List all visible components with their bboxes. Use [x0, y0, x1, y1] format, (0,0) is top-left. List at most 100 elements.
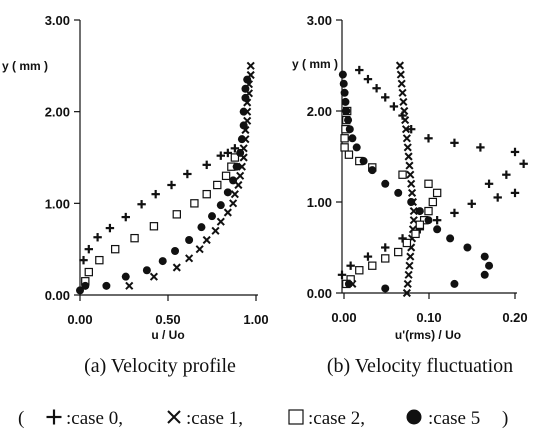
data-point-case1-b: [396, 70, 405, 79]
data-point-case2: [381, 254, 390, 263]
data-point-case2-box: [344, 150, 354, 159]
data-point-case0: [202, 160, 211, 170]
data-point-case5-dot: [344, 116, 353, 125]
legend-marker-case5: [406, 409, 422, 425]
data-point-case2: [221, 171, 231, 181]
data-point-case0: [381, 243, 390, 252]
data-point-case5: [229, 176, 238, 185]
legend: ( :case 0,:case 1,:case 2,:case 5 ): [18, 408, 508, 429]
data-point-case1-b: [229, 199, 238, 208]
legend-label-case1: :case 1,: [186, 408, 243, 429]
data-point-case2: [110, 244, 120, 254]
legend-item-case1: :case 1,: [167, 408, 243, 429]
data-point-case0: [424, 134, 433, 143]
data-point-case5-dot: [241, 93, 250, 102]
data-point-case1-b: [223, 208, 232, 217]
series-case5: [338, 70, 494, 293]
data-point-case2-box: [110, 244, 120, 254]
data-point-case0: [337, 270, 347, 279]
data-point-case5-dot: [485, 261, 494, 270]
data-point-case2: [368, 261, 377, 270]
data-point-case5: [345, 125, 354, 134]
data-point-case2: [355, 266, 364, 275]
data-point-case0: [363, 252, 373, 261]
data-point-case5-dot: [229, 176, 238, 185]
data-point-case2-box: [411, 229, 420, 239]
data-point-case2-box: [130, 233, 139, 243]
data-point-case2-box: [340, 134, 349, 143]
data-point-case2: [230, 153, 240, 162]
series-case1: [125, 61, 255, 290]
data-point-case5: [341, 97, 350, 106]
data-point-case1-b: [402, 134, 411, 143]
data-point-case1-b: [395, 61, 405, 70]
data-point-case2: [95, 255, 104, 265]
data-point-case1: [395, 61, 405, 70]
data-point-case1-b: [405, 261, 414, 270]
data-point-case5-dot: [208, 212, 216, 221]
data-point-case5-dot: [237, 135, 246, 144]
panel-a-caption: (a) Velocity profile: [84, 355, 236, 377]
data-point-case5: [121, 272, 130, 281]
data-point-case0: [407, 125, 416, 134]
data-point-case5: [368, 166, 377, 175]
data-point-case1: [406, 252, 415, 261]
data-point-case1-b: [408, 225, 417, 234]
data-point-case1: [405, 161, 414, 170]
data-point-case0: [355, 65, 364, 75]
data-point-case5: [344, 279, 353, 288]
data-point-case0: [484, 179, 494, 188]
panel-a-ticks: 0.00 1.00 2.00 3.00 0.00 0.50 1.00: [45, 13, 269, 327]
data-point-case0: [432, 216, 442, 225]
data-point-case5: [407, 198, 416, 206]
data-point-case1: [223, 208, 232, 217]
data-point-case2-box: [221, 171, 231, 181]
data-point-case1: [406, 170, 415, 179]
data-point-case1: [407, 188, 417, 197]
data-point-case5-dot: [424, 216, 433, 225]
series-case0: [337, 65, 528, 279]
legend-item-case0: :case 0,: [46, 408, 123, 429]
legend-marker-case2: [288, 409, 304, 425]
y-tick-label: 1.00: [307, 195, 332, 210]
data-point-case5: [424, 216, 433, 225]
data-point-case0: [450, 138, 459, 148]
legend-close-paren: ): [502, 408, 508, 429]
data-point-case5-dot: [239, 107, 248, 116]
data-point-case1-b: [230, 190, 239, 199]
data-point-case1-b: [402, 288, 411, 298]
data-point-case1: [404, 152, 413, 161]
data-point-case0: [223, 148, 233, 158]
data-point-case5-dot: [236, 148, 245, 157]
data-point-case5-dot: [121, 272, 130, 281]
series-case0: [79, 144, 240, 265]
data-point-case2-box: [84, 267, 93, 277]
data-point-case1: [401, 116, 410, 125]
data-point-case5: [348, 134, 357, 143]
data-point-case0: [79, 255, 88, 265]
data-point-case0: [502, 170, 511, 179]
data-point-case5: [463, 243, 472, 252]
data-point-case1: [230, 190, 239, 199]
data-point-case5: [185, 236, 194, 244]
panel-a-marks: [76, 61, 255, 295]
data-point-case0: [151, 189, 160, 199]
data-point-case5-dot: [407, 198, 416, 206]
data-point-case2: [411, 229, 420, 239]
data-point-case5: [480, 270, 489, 279]
data-point-case2-box: [428, 197, 438, 207]
data-point-case1-b: [172, 263, 181, 272]
data-point-case2: [432, 188, 442, 198]
data-point-case1-b: [407, 179, 416, 188]
data-point-case5-dot: [142, 266, 151, 275]
data-point-case1: [407, 179, 416, 188]
data-point-case1: [202, 235, 211, 245]
data-point-case5-dot: [415, 207, 424, 216]
data-point-case2-box: [340, 143, 349, 152]
data-point-case1-b: [246, 61, 255, 70]
legend-marker-case1: [167, 410, 181, 424]
data-point-case2-box: [202, 189, 211, 199]
data-point-case0: [346, 261, 355, 270]
data-point-case5-dot: [76, 286, 84, 295]
